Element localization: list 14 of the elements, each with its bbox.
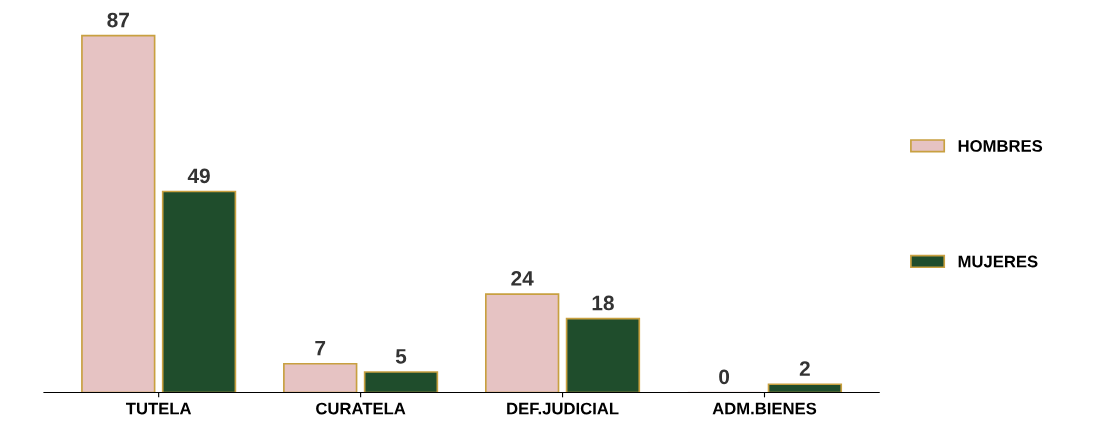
data-label: 24	[511, 271, 534, 286]
data-label: 7	[315, 340, 326, 356]
legend-label: MUJERES	[958, 255, 1038, 268]
data-label: 0	[719, 369, 730, 385]
legend-label: HOMBRES	[958, 140, 1043, 152]
data-label: 5	[395, 349, 407, 364]
x-tick-label: ADM.BIENES	[712, 402, 817, 415]
x-tick-label: DEF.JUDICIAL	[507, 402, 619, 415]
data-label: 87	[107, 12, 129, 28]
data-label: 49	[187, 168, 210, 184]
data-label: 18	[592, 295, 614, 311]
x-tick-label: TUTELA	[125, 402, 192, 415]
x-tick-label: CURATELA	[316, 402, 406, 415]
data-label: 2	[799, 361, 810, 376]
